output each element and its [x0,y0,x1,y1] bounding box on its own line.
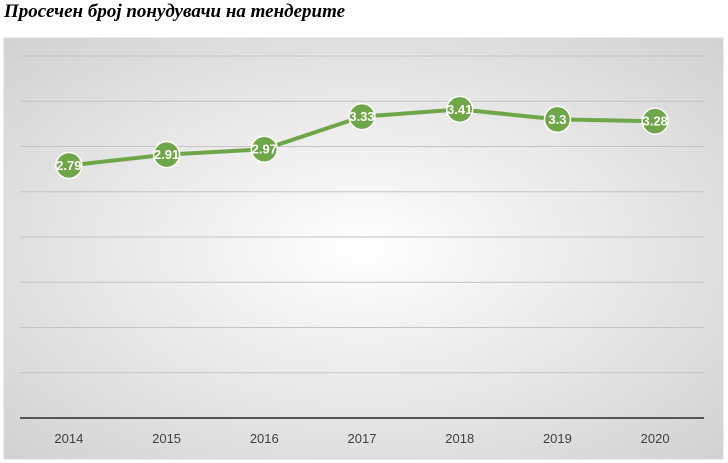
data-point-marker [55,151,83,180]
data-point-marker [543,105,572,134]
data-label: 3.3 [548,112,566,127]
data-point-marker [445,95,474,124]
data-point-marker [250,135,279,163]
data-label: 2.97 [252,142,277,157]
x-tick-label: 2017 [348,431,377,446]
data-label: 2.79 [56,158,81,173]
gridlines [20,55,704,374]
x-tick-label: 2014 [54,431,83,446]
x-tick-label: 2015 [152,431,181,446]
data-label: 2.91 [154,147,179,162]
plot-area-background [3,37,724,460]
data-label: 3.41 [447,102,472,117]
chart-title: Просечен број понудувачи на тендерите [4,1,346,22]
data-label: 3.33 [349,109,374,124]
x-tick-labels: 2014 2015 2016 2017 2018 2019 2020 [54,431,669,446]
data-point-marker [152,140,181,169]
x-tick-label: 2020 [641,431,670,446]
data-point-marker [641,107,669,135]
x-tick-label: 2018 [445,431,474,446]
data-label: 3.28 [642,114,667,129]
data-point-marker [348,102,376,131]
x-tick-label: 2019 [543,431,572,446]
data-markers: 2.79 2.91 2.97 3.33 3.41 3.3 3.28 [55,95,669,180]
x-tick-label: 2016 [250,431,279,446]
